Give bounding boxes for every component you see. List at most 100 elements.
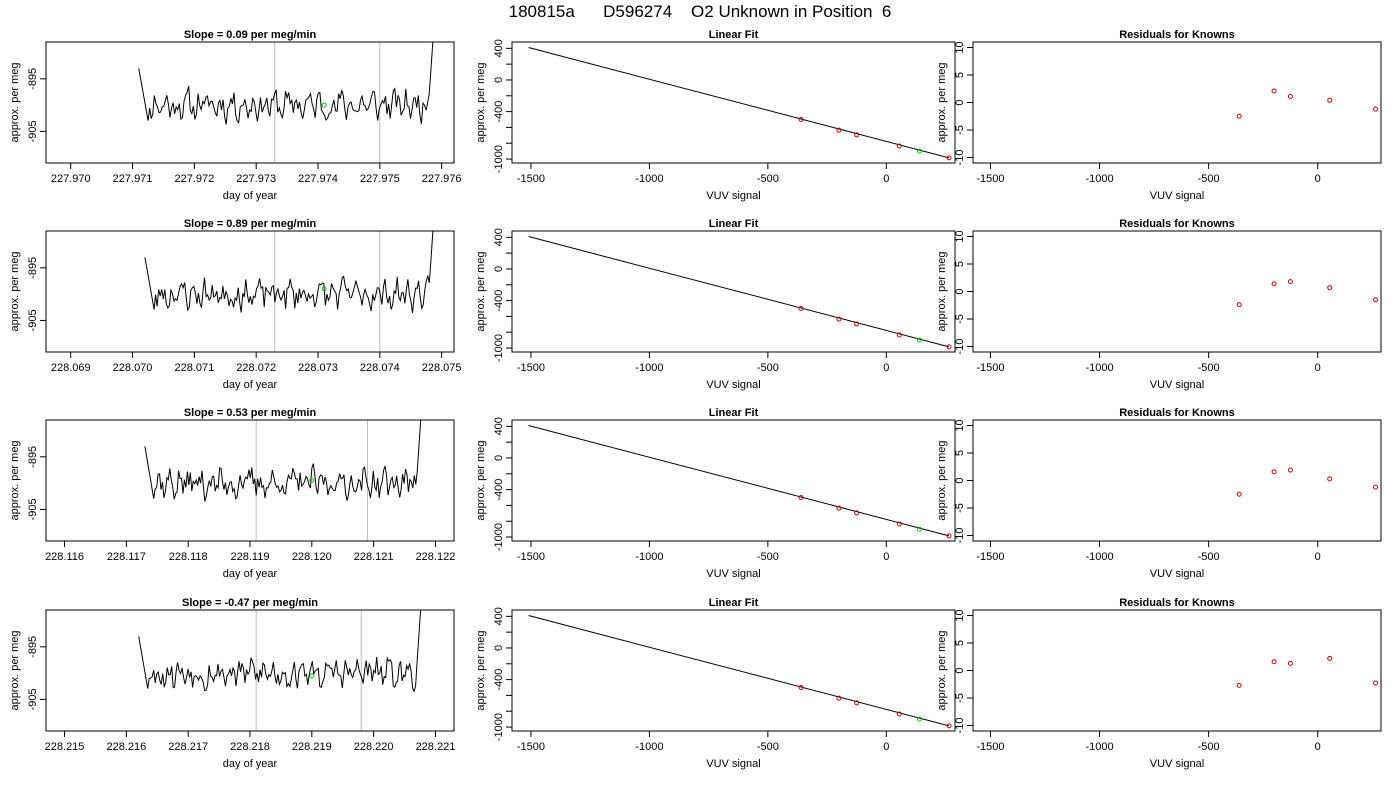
known-point [946,723,952,729]
x-tick-label: 228.072 [236,362,276,374]
plot-data [1236,279,1379,308]
y-axis-label: approx. per meg [475,630,487,710]
panel-6: Residuals for Knowns -1500 -1000 -500 0 10 5 0 -… [936,218,1382,391]
x-tick-label: 228.121 [354,551,394,563]
x-tick-label: -1000 [635,362,663,374]
known-point [798,685,804,691]
x-tick-label: 228.119 [231,551,270,563]
y-tick-label: -10 [954,528,966,544]
x-axis-label: day of year [223,758,278,770]
unknown-point [309,478,315,483]
y-tick-label: -10 [954,339,966,355]
y-tick-label: -895 [27,636,39,658]
residual-point [1327,97,1333,103]
x-axis-label: VUV signal [706,190,760,202]
x-axis-label: day of year [223,190,278,202]
signal-trace [138,42,434,125]
x-tick-label: -500 [1198,741,1220,753]
panel-3: Residuals for Knowns -1500 -1000 -500 0 10 5 0 -… [936,29,1382,202]
residual-point [1236,682,1242,688]
x-tick-label: 227.974 [298,173,338,185]
y-axis-label: approx. per meg [936,251,948,331]
residual-point [1327,655,1333,661]
plot-data [528,236,952,350]
y-axis-label: approx. per meg [475,440,487,520]
plot-data [528,615,952,729]
plot-frame [972,230,1382,353]
panel-2: Linear Fit -1500 -1000 -500 0 400 0 -400 -1000 VU… [475,29,956,202]
y-tick-label: -1000 [493,713,505,741]
x-tick-label: 0 [883,173,889,185]
x-tick-label: -1000 [635,173,663,185]
panel-title: Slope = -0.47 per meg/min [182,597,318,609]
y-tick-label: -400 [493,669,505,691]
residual-point [1271,469,1277,475]
plot-frame [972,609,1382,732]
x-tick-label: 228.220 [354,741,394,753]
page-title: 180815a D596274 O2 Unknown in Position 6 [508,2,892,21]
known-point [896,143,902,149]
x-tick-label: 0 [1315,362,1321,374]
plot-frame [45,41,455,164]
x-tick-label: 228.216 [106,741,146,753]
plot-data [144,231,434,352]
panel-title: Linear Fit [709,407,759,419]
x-axis-label: VUV signal [1150,379,1204,391]
x-tick-label: 228.069 [51,362,91,374]
y-tick-label: -1000 [493,145,505,173]
x-axis-label: day of year [223,568,278,580]
y-tick-label: -400 [493,479,505,501]
known-point [798,306,804,312]
y-tick-label: -10 [954,718,966,734]
plot-data [1236,467,1379,497]
plot-frame [511,609,956,732]
panel-12: Residuals for Knowns -1500 -1000 -500 0 10 5 0 -… [936,597,1382,770]
y-tick-label: -895 [27,446,39,468]
panel-title: Residuals for Knowns [1119,29,1235,41]
panel-title: Slope = 0.53 per meg/min [184,407,317,419]
unknown-point [321,286,327,292]
known-point [946,533,952,539]
y-axis-label: approx. per meg [475,251,487,331]
signal-trace [138,610,422,693]
panel-title: Slope = 0.89 per meg/min [184,218,317,230]
x-tick-label: 228.117 [107,551,146,563]
residual-point [1287,279,1293,285]
known-point [854,510,860,516]
x-tick-label: 0 [1315,741,1321,753]
known-point [946,155,952,161]
x-tick-label: 228.217 [168,741,208,753]
x-tick-label: 227.970 [51,173,91,185]
y-axis-label: approx. per meg [936,630,948,710]
plot-data [528,47,952,161]
panel-10: Slope = -0.47 per meg/min 228.215 228.216 2… [9,597,455,770]
unknown-point [916,526,922,532]
y-tick-label: 0 [954,99,966,105]
x-tick-label: -500 [757,551,779,563]
y-axis-label: approx. per meg [9,630,21,710]
x-tick-label: 228.118 [169,551,208,563]
residual-point [1236,302,1242,308]
residual-point [1271,88,1277,94]
x-tick-label: -1000 [1085,173,1113,185]
residual-point [1373,680,1379,686]
x-tick-label: -500 [1198,173,1220,185]
residual-point [1236,113,1242,119]
plot-frame [511,41,956,164]
x-tick-label: 0 [1315,551,1321,563]
fit-line [528,47,950,159]
x-tick-label: 228.073 [298,362,338,374]
panel-4: Slope = 0.89 per meg/min 228.069 228.070 22… [9,218,462,391]
residual-point [1373,484,1379,490]
fit-line [528,425,950,537]
y-tick-label: -5 [954,693,966,703]
panel-7: Slope = 0.53 per meg/min 228.116 228.117 22… [9,407,455,580]
y-tick-label: 0 [954,288,966,294]
y-tick-label: -5 [954,314,966,324]
y-tick-label: 0 [954,667,966,673]
y-tick-label: 5 [954,72,966,78]
unknown-point [309,673,315,679]
x-tick-label: -1500 [517,173,545,185]
y-tick-label: 5 [954,450,966,456]
x-tick-label: -1000 [1085,741,1113,753]
